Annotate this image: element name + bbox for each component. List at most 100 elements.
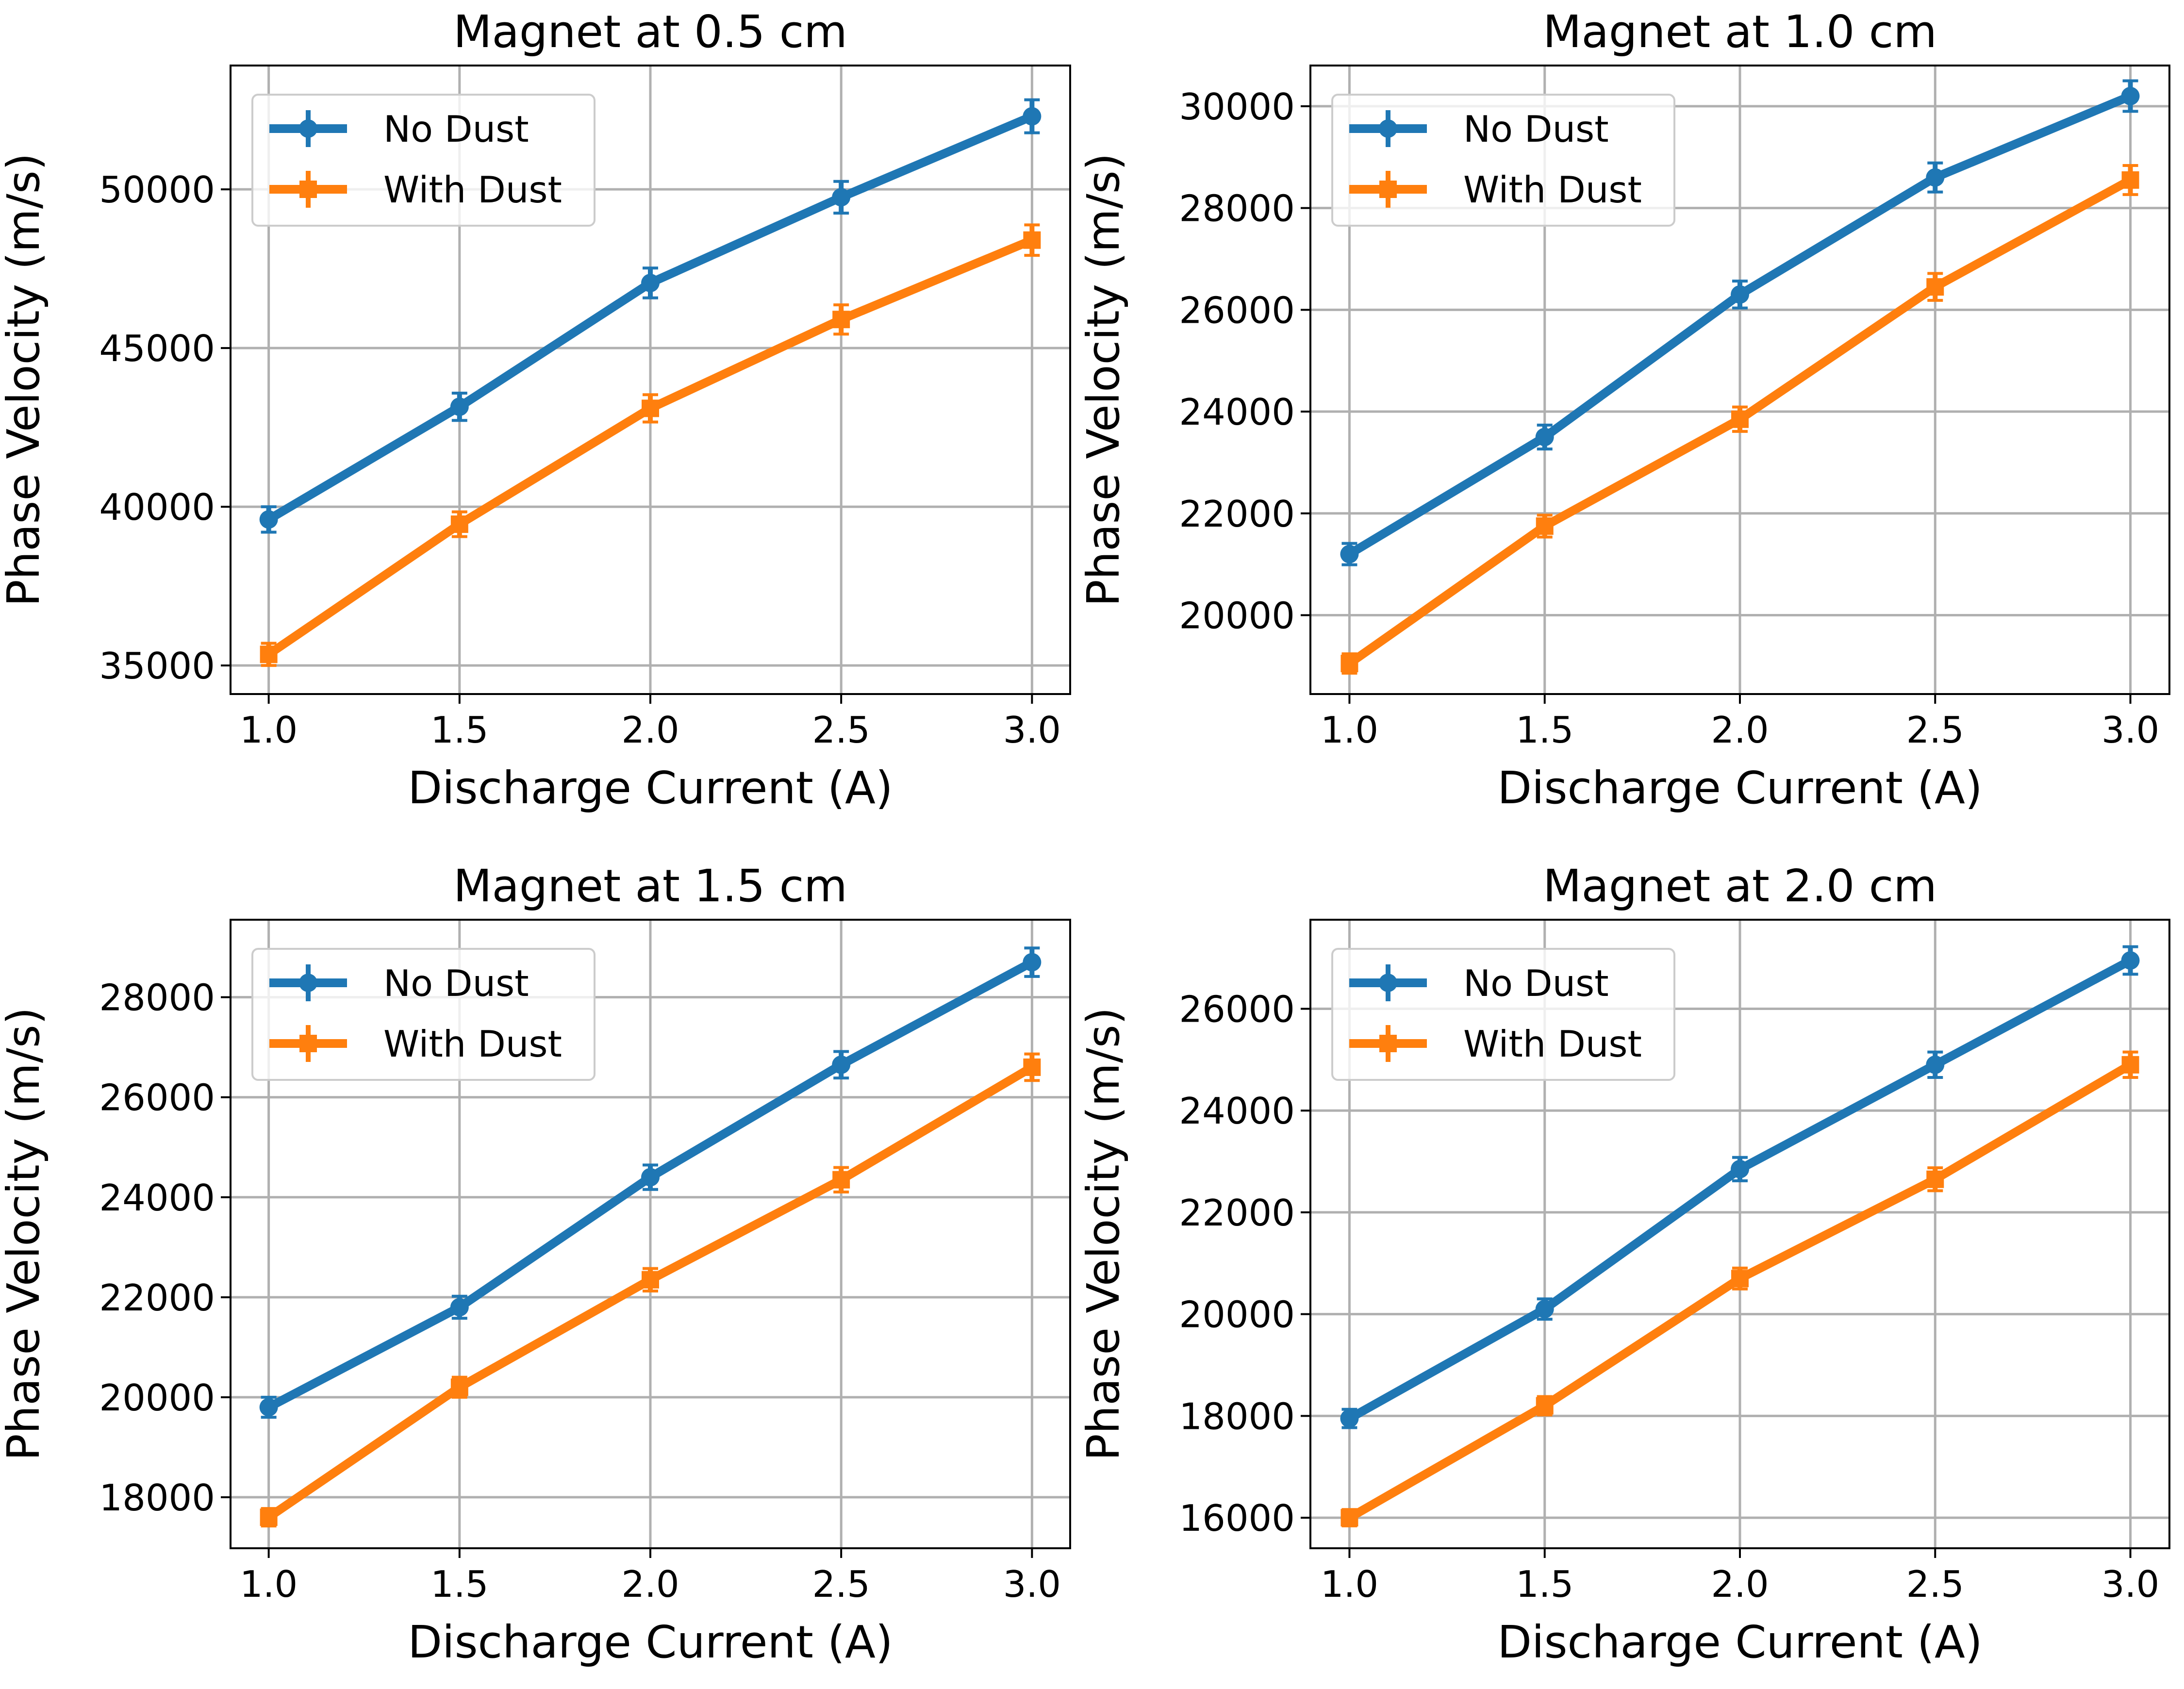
legend-label: No Dust (1463, 962, 1609, 1005)
x-tick-label: 1.5 (430, 1563, 488, 1606)
x-tick-label: 3.0 (1003, 1563, 1061, 1606)
data-point (641, 1168, 660, 1187)
x-tick-label: 2.5 (812, 709, 870, 751)
data-point (1926, 1170, 1944, 1188)
chart-title: Magnet at 1.0 cm (1543, 6, 1937, 58)
legend-item-with-dust: With Dust (1349, 168, 1642, 211)
y-tick-label: 22000 (99, 1276, 215, 1319)
legend-label: With Dust (383, 168, 562, 211)
data-point (1340, 1509, 1358, 1527)
legend-item-no-dust: No Dust (269, 962, 529, 1005)
data-point (1926, 278, 1944, 296)
series-no-dust (1340, 79, 2140, 566)
x-tick-label: 2.0 (1711, 709, 1769, 751)
data-point (2121, 951, 2140, 970)
data-point (1535, 1300, 1554, 1319)
legend-marker (1379, 119, 1397, 138)
x-axis-label: Discharge Current (A) (1497, 1616, 1983, 1668)
x-tick-label: 2.5 (1906, 709, 1964, 751)
x-tick-label: 1.0 (1321, 1563, 1378, 1606)
y-tick-label: 24000 (1179, 1090, 1295, 1132)
subplot-3: 1.0 1.5 2.0 2.5 3.0 18000 20000 22000 24000 26000… (0, 860, 1071, 1668)
x-axis-label: Discharge Current (A) (1497, 762, 1983, 814)
data-point (1731, 410, 1749, 428)
data-point (2121, 86, 2140, 105)
data-point (1340, 655, 1358, 673)
data-point (832, 188, 851, 207)
x-tick-label: 2.0 (621, 709, 679, 751)
data-point (259, 1398, 278, 1417)
legend: No Dust With Dust (251, 94, 596, 227)
y-tick-label: 35000 (99, 645, 215, 687)
series-with-dust (260, 1052, 1041, 1528)
data-point (2121, 1056, 2139, 1074)
y-tick-label: 16000 (1179, 1497, 1295, 1540)
data-point (832, 1171, 850, 1189)
legend-label: With Dust (1463, 168, 1642, 211)
subplot-2: 1.0 1.5 2.0 2.5 3.0 20000 22000 24000 26000 28000… (1077, 6, 2170, 814)
x-axis-label: Discharge Current (A) (408, 1616, 893, 1668)
data-point (1023, 107, 1042, 126)
data-point (832, 311, 850, 329)
data-point (1340, 1409, 1359, 1428)
y-tick-label: 18000 (1179, 1395, 1295, 1438)
data-point (1023, 231, 1041, 249)
y-tick-label: 26000 (1179, 289, 1295, 331)
data-point (1535, 428, 1554, 447)
x-tick-label: 1.0 (1321, 709, 1378, 751)
series-with-dust (1340, 1050, 2139, 1527)
chart-title: Magnet at 2.0 cm (1543, 860, 1937, 912)
x-tick-label: 1.5 (1516, 709, 1573, 751)
y-tick-label: 28000 (1179, 187, 1295, 230)
y-axis-label: Phase Velocity (m/s) (0, 153, 50, 606)
legend-item-no-dust: No Dust (269, 108, 529, 150)
y-tick-label: 50000 (99, 168, 215, 211)
legend-marker (1379, 181, 1397, 198)
series-with-dust (260, 223, 1041, 667)
data-point (1023, 1058, 1041, 1076)
legend-marker (299, 1035, 317, 1052)
legend-label: No Dust (383, 108, 529, 150)
y-tick-label: 26000 (99, 1076, 215, 1119)
legend-label: No Dust (1463, 108, 1609, 150)
data-point (450, 1378, 468, 1396)
x-tick-label: 3.0 (2101, 709, 2159, 751)
y-tick-label: 24000 (99, 1176, 215, 1219)
legend-label: No Dust (383, 962, 529, 1005)
chart-title: Magnet at 1.5 cm (453, 860, 847, 912)
legend-marker (299, 119, 317, 138)
data-point (1536, 517, 1554, 535)
y-axis-label: Phase Velocity (m/s) (0, 1007, 50, 1460)
legend-item-no-dust: No Dust (1349, 108, 1609, 150)
x-tick-label: 2.0 (621, 1563, 679, 1606)
legend-marker (1379, 1035, 1397, 1052)
y-tick-label: 30000 (1179, 85, 1295, 128)
legend: No Dust With Dust (1331, 948, 1675, 1081)
x-axis-label: Discharge Current (A) (408, 762, 893, 814)
subplot-1: 1.0 1.5 2.0 2.5 3.0 35000 40000 45000 50000 Magne… (0, 6, 1071, 814)
y-tick-label: 26000 (1179, 988, 1295, 1031)
legend: No Dust With Dust (1331, 94, 1675, 227)
data-point (1731, 1159, 1749, 1178)
data-point (1340, 545, 1359, 563)
data-point (260, 646, 278, 663)
data-point (1926, 1055, 1945, 1074)
data-point (2121, 171, 2139, 189)
data-point (1536, 1397, 1554, 1415)
data-point (1731, 285, 1749, 304)
y-tick-label: 20000 (99, 1376, 215, 1419)
chart-title: Magnet at 0.5 cm (453, 6, 847, 58)
legend-marker (299, 974, 317, 992)
series-no-dust (259, 946, 1042, 1419)
legend-marker (299, 181, 317, 198)
series-no-dust (1340, 945, 2140, 1429)
subplot-4: 1.0 1.5 2.0 2.5 3.0 16000 18000 20000 22000 24000… (1077, 860, 2170, 1668)
x-tick-label: 1.0 (240, 1563, 298, 1606)
series-with-dust (1340, 164, 2139, 675)
legend-item-no-dust: No Dust (1349, 962, 1609, 1005)
y-tick-label: 40000 (99, 486, 215, 529)
x-tick-label: 1.0 (240, 709, 298, 751)
series-no-dust (259, 98, 1042, 534)
data-point (1926, 168, 1945, 187)
data-point (832, 1055, 851, 1074)
